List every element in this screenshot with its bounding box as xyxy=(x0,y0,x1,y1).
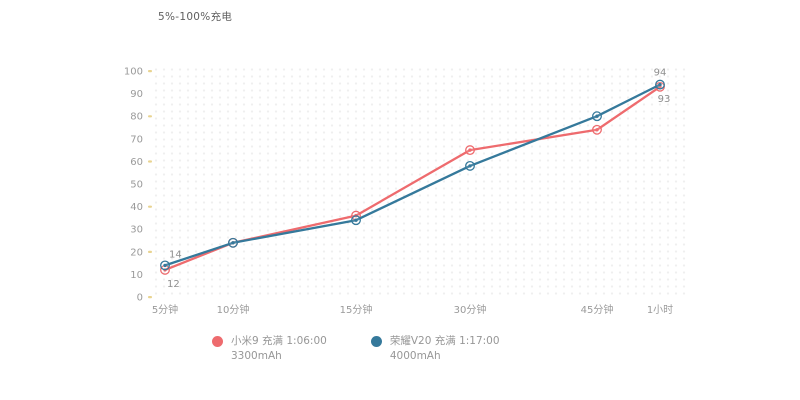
legend-sublabel-honorv20: 4000mAh xyxy=(389,350,441,362)
data-point-label: 94 xyxy=(654,68,667,79)
legend-item-honorv20[interactable]: 荣耀V20 充满 1:17:00 4000mAh xyxy=(370,334,500,364)
y-axis-tick-label: 90 xyxy=(130,89,143,100)
data-point-marker-core xyxy=(658,82,662,87)
y-axis-tick-label: 50 xyxy=(130,180,143,191)
y-axis-tick-label: 100 xyxy=(124,67,143,78)
legend: 小米9 充满 1:06:00 3300mAh 荣耀V20 充满 1:17:00 … xyxy=(212,334,500,364)
y-axis-tick-mark xyxy=(148,160,152,163)
y-axis-tick-label: 70 xyxy=(130,134,143,145)
legend-marker-honorv20 xyxy=(370,336,382,347)
data-point-label: 14 xyxy=(169,249,182,260)
y-axis-tick-mark xyxy=(148,205,152,208)
x-axis-tick-label: 15分钟 xyxy=(340,303,373,316)
y-axis-tick-label: 30 xyxy=(130,225,143,236)
x-axis-tick-label: 1小时 xyxy=(647,304,673,316)
data-point-label: 93 xyxy=(658,94,671,105)
y-axis-tick-label: 60 xyxy=(130,157,143,168)
data-point-marker-core xyxy=(163,263,167,268)
x-axis-tick-label: 30分钟 xyxy=(454,303,487,316)
y-axis-tick-label: 10 xyxy=(130,270,143,281)
data-point-marker-core xyxy=(468,164,472,168)
legend-sublabel-xiaomi9: 3300mAh xyxy=(231,350,282,362)
y-axis-tick-mark xyxy=(148,70,152,73)
data-point-marker-core xyxy=(468,148,472,152)
data-point-marker-core xyxy=(231,241,235,245)
series-line-1 xyxy=(163,83,662,267)
data-point-marker-core xyxy=(354,218,358,222)
legend-marker-xiaomi9 xyxy=(212,336,223,347)
data-point-label: 12 xyxy=(167,279,180,290)
x-axis-tick-label: 45分钟 xyxy=(581,303,614,316)
legend-label-honorv20: 荣耀V20 充满 1:17:00 xyxy=(389,335,500,347)
y-axis-tick-label: 0 xyxy=(137,293,143,304)
y-axis-tick-mark xyxy=(148,250,152,253)
legend-item-xiaomi9[interactable]: 小米9 充满 1:06:00 3300mAh xyxy=(212,334,327,364)
y-axis-tick-label: 80 xyxy=(130,112,143,123)
chart-title: 5%-100%充电 xyxy=(158,11,233,23)
x-axis-tick-label: 10分钟 xyxy=(217,303,250,316)
y-axis-tick-label: 40 xyxy=(130,202,143,213)
data-point-marker-core xyxy=(595,114,599,118)
x-axis-tick-label: 5分钟 xyxy=(152,303,178,316)
legend-label-xiaomi9: 小米9 充满 1:06:00 xyxy=(231,335,327,347)
y-axis-tick-mark xyxy=(148,115,152,118)
y-axis-tick-label: 20 xyxy=(130,247,143,258)
data-point-marker-core xyxy=(595,128,599,132)
y-axis-tick-mark xyxy=(148,296,152,299)
